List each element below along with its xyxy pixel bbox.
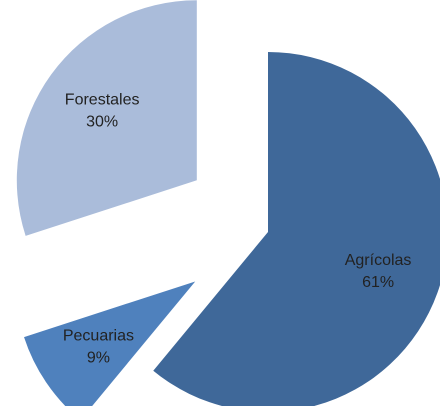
slice-label: Forestales: [65, 92, 140, 109]
pie-slice: [16, 0, 197, 236]
slice-value: 9%: [87, 349, 110, 366]
slice-value: 61%: [362, 274, 394, 291]
slice-label: Agrícolas: [345, 252, 412, 269]
slice-label: Pecuarias: [63, 327, 134, 344]
slice-value: 30%: [86, 114, 118, 131]
pie-slice: [24, 281, 196, 411]
pie-slice: [153, 52, 440, 411]
